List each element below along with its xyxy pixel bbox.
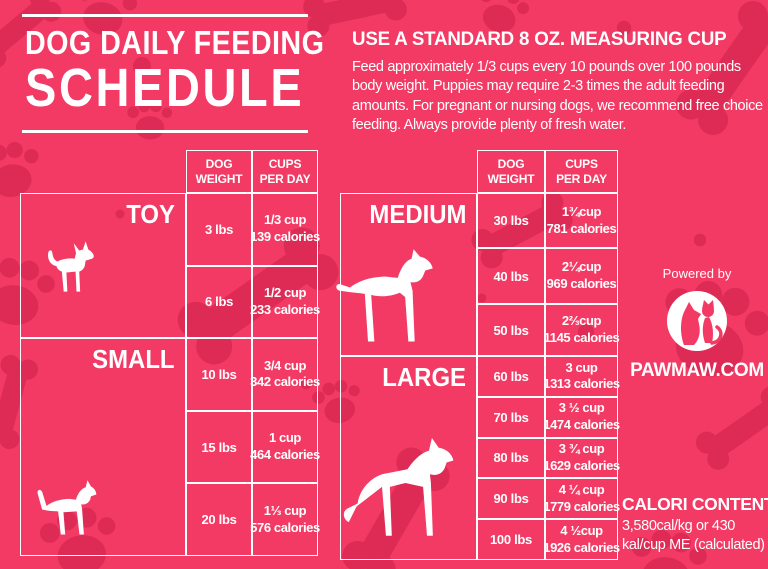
calories-value: 342 calories: [250, 374, 320, 390]
weight-cell: 80 lbs: [477, 437, 545, 479]
calories-value: 781 calories: [546, 220, 617, 236]
cups-value: 3/4 cup: [264, 357, 306, 373]
column-header-dog-weight: DOG WEIGHT: [186, 150, 252, 193]
cups-value: 1⅓ cup: [263, 502, 307, 518]
size-label-large: LARGE: [382, 362, 466, 392]
cups-cell: 4 ¼ cup 1779 calories: [543, 478, 620, 520]
cups-cell: 3 ¾ cup 1629 calories: [543, 437, 620, 479]
toy-small-table: DOG WEIGHT CUPS PER DAY TOY SMALL 3 lbs …: [20, 150, 320, 556]
weight-cell: 6 lbs: [186, 265, 252, 339]
cups-value: 2⅔cup: [561, 313, 602, 329]
title-rule-bottom: [22, 130, 308, 133]
weight-cell: 90 lbs: [477, 478, 545, 520]
logo-cat-icon: [702, 300, 723, 345]
weight-cell: 70 lbs: [477, 396, 545, 438]
cups-cell: 3 ½ cup 1474 calories: [543, 396, 620, 438]
weight-cell: 50 lbs: [477, 304, 545, 356]
column-header-cups-per-day: CUPS PER DAY: [545, 150, 618, 193]
cups-value: 2¼cup: [561, 259, 602, 275]
calorie-line1: 3,580cal/kg or 430: [622, 518, 736, 534]
cups-value: 3 ¾ cup: [558, 441, 605, 457]
calorie-heading: CALORI CONTENT:: [622, 494, 768, 514]
cups-cell: 1 cup 464 calories: [250, 410, 320, 484]
size-box-large: LARGE: [340, 356, 477, 560]
weight-cell: 20 lbs: [186, 483, 252, 556]
pawmaw-logo: [664, 288, 730, 354]
weight-cell: 40 lbs: [477, 248, 545, 304]
large-dog-icon: [339, 424, 471, 542]
size-box-medium: MEDIUM: [336, 193, 477, 356]
small-dog-icon: [35, 470, 99, 542]
size-label-small: SMALL: [92, 344, 175, 375]
cups-value: 1/2 cup: [264, 285, 306, 300]
title-rule-top: [22, 14, 308, 17]
calorie-line2: kal/cup ME (calculated): [622, 536, 765, 553]
chihuahua-icon: [43, 235, 99, 299]
cups-cell: 1⅓ cup 576 calories: [250, 483, 320, 556]
feeding-description: Feed approximately 1/3 cups every 10 pou…: [352, 59, 763, 133]
cups-value: 3 cup: [565, 359, 598, 375]
calories-value: 464 calories: [250, 447, 320, 463]
brand-name: PAWMAW.COM: [630, 360, 764, 381]
cups-cell: 4 ½cup 1926 calories: [543, 519, 620, 560]
cups-value: 1¾cup: [561, 203, 602, 219]
calories-value: 139 calories: [250, 229, 320, 245]
dot-shape: [693, 233, 707, 247]
cups-value: 3 ½ cup: [558, 400, 605, 416]
calories-value: 969 calories: [546, 276, 617, 291]
cups-cell: 2¼cup 969 calories: [545, 248, 618, 304]
calories-value: 1145 calories: [543, 330, 620, 345]
page-title-line2: SCHEDULE: [25, 58, 305, 118]
calories-value: 1779 calories: [543, 498, 620, 514]
calories-value: 1629 calories: [543, 457, 620, 473]
bone-icon: [691, 381, 768, 475]
calories-value: 1926 calories: [543, 539, 620, 555]
weight-cell: 3 lbs: [186, 193, 252, 266]
cups-value: 1/3 cup: [264, 212, 306, 228]
calories-value: 233 calories: [250, 301, 320, 317]
medium-dog-icon: [333, 241, 455, 353]
weight-cell: 60 lbs: [477, 356, 545, 397]
calories-value: 1474 calories: [543, 417, 620, 433]
calorie-text: 3,580cal/kg or 430 kal/cup ME (calculate…: [622, 517, 768, 554]
cups-cell: 1¾cup 781 calories: [545, 193, 618, 248]
weight-cell: 30 lbs: [477, 193, 545, 248]
cups-cell: 1/2 cup 233 calories: [250, 265, 320, 339]
size-box-toy: TOY: [20, 193, 186, 339]
weight-cell: 100 lbs: [477, 519, 545, 560]
size-label-medium: MEDIUM: [368, 199, 466, 229]
cups-value: 4 ¼ cup: [558, 481, 605, 497]
cups-cell: 2⅔cup 1145 calories: [543, 304, 620, 356]
cups-cell: 1/3 cup 139 calories: [250, 193, 320, 266]
logo-dog-icon: [681, 302, 701, 345]
table-spacer: [340, 150, 477, 193]
page-title-line1: DOG DAILY FEEDING: [25, 24, 325, 61]
calories-value: 1313 calories: [543, 376, 620, 392]
size-label-toy: TOY: [126, 199, 175, 229]
measuring-cup-heading: USE A STANDARD 8 OZ. MEASURING CUP: [352, 28, 727, 50]
column-header-cups-per-day: CUPS PER DAY: [252, 150, 318, 193]
cups-cell: 3/4 cup 342 calories: [250, 338, 320, 411]
cups-value: 4 ½cup: [560, 522, 603, 538]
medium-large-table: DOG WEIGHT CUPS PER DAY MEDIUM LARGE 30 …: [336, 150, 620, 560]
cups-cell: 3 cup 1313 calories: [543, 356, 620, 397]
column-header-dog-weight: DOG WEIGHT: [477, 150, 545, 193]
weight-cell: 10 lbs: [186, 338, 252, 411]
cups-value: 1 cup: [269, 430, 301, 446]
powered-by-label: Powered by: [662, 266, 732, 281]
size-box-small: SMALL: [20, 338, 186, 556]
calories-value: 576 calories: [250, 519, 320, 535]
table-spacer: [20, 150, 186, 193]
weight-cell: 15 lbs: [186, 410, 252, 484]
